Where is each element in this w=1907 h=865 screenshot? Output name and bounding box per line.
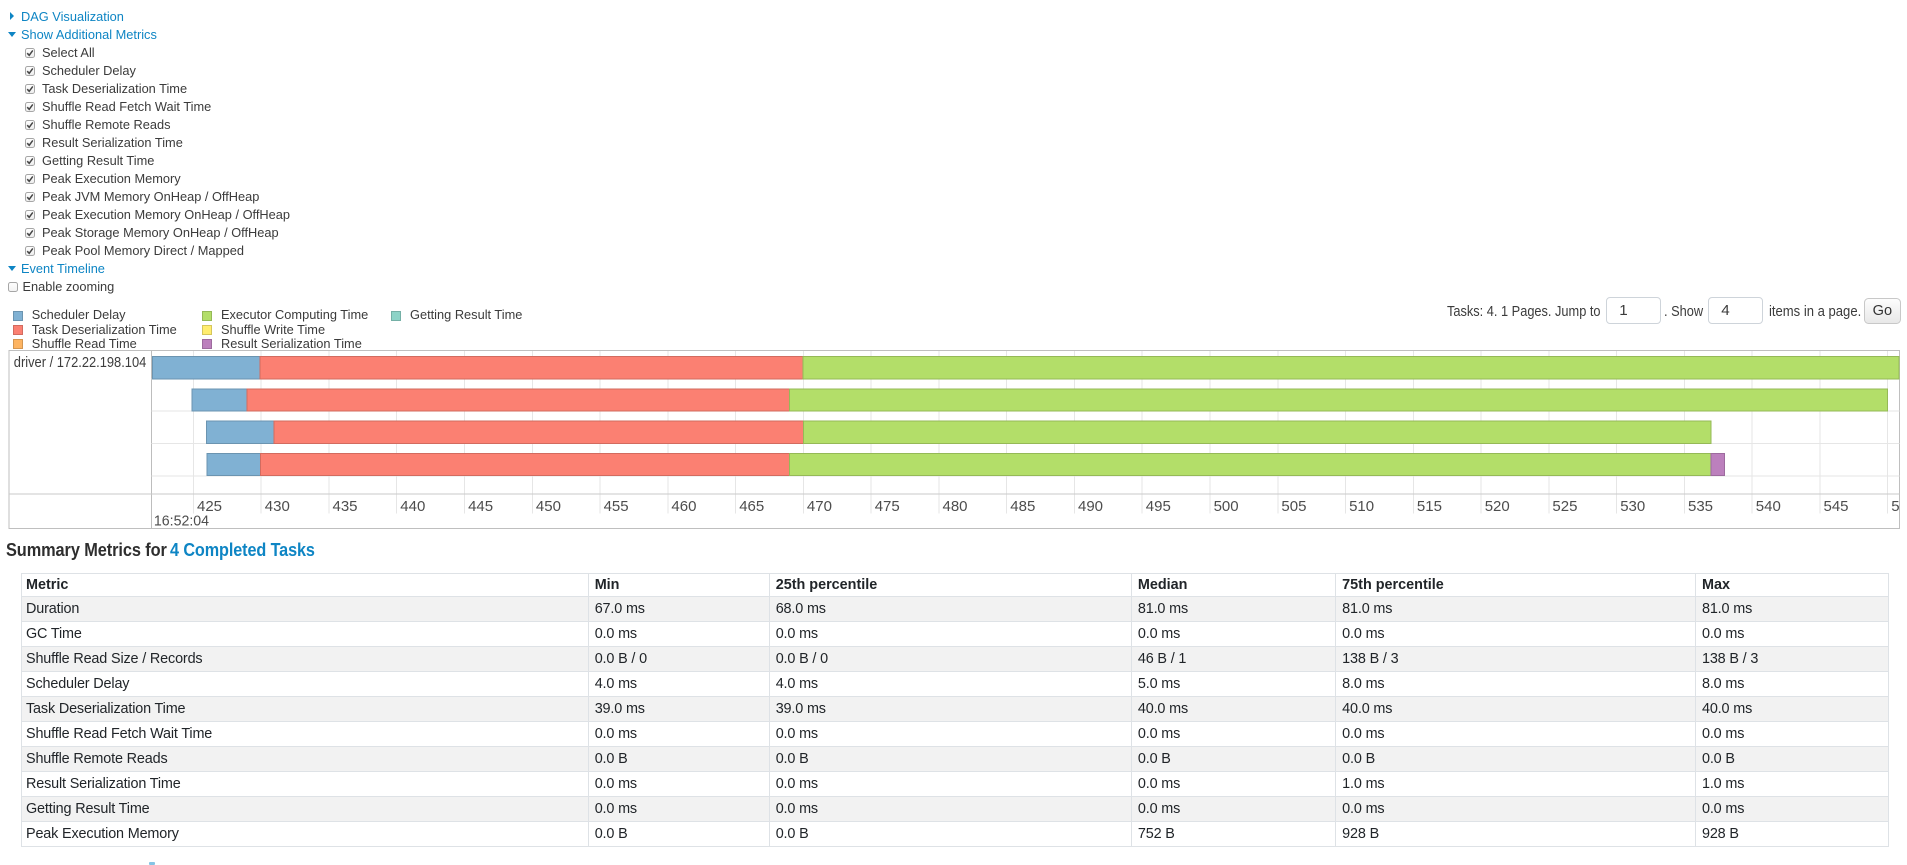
svg-text:435: 435 bbox=[333, 498, 358, 515]
svg-text:475: 475 bbox=[875, 498, 900, 515]
svg-text:520: 520 bbox=[1485, 498, 1510, 515]
svg-text:455: 455 bbox=[604, 498, 629, 515]
svg-text:545: 545 bbox=[1824, 498, 1849, 515]
svg-text:530: 530 bbox=[1620, 498, 1645, 515]
svg-text:430: 430 bbox=[265, 498, 290, 515]
svg-text:540: 540 bbox=[1756, 498, 1781, 515]
svg-text:480: 480 bbox=[943, 498, 968, 515]
svg-text:440: 440 bbox=[400, 498, 425, 515]
svg-text:515: 515 bbox=[1417, 498, 1442, 515]
svg-text:445: 445 bbox=[468, 498, 493, 515]
svg-text:485: 485 bbox=[1010, 498, 1035, 515]
svg-text:495: 495 bbox=[1146, 498, 1171, 515]
svg-text:450: 450 bbox=[536, 498, 561, 515]
svg-text:510: 510 bbox=[1349, 498, 1374, 515]
svg-text:490: 490 bbox=[1078, 498, 1103, 515]
svg-text:505: 505 bbox=[1281, 498, 1306, 515]
svg-text:500: 500 bbox=[1214, 498, 1239, 515]
svg-text:535: 535 bbox=[1688, 498, 1713, 515]
svg-text:465: 465 bbox=[739, 498, 764, 515]
svg-text:425: 425 bbox=[197, 498, 222, 515]
svg-text:460: 460 bbox=[671, 498, 696, 515]
svg-text:16:52:04: 16:52:04 bbox=[154, 513, 209, 529]
svg-text:550: 550 bbox=[1891, 498, 1907, 515]
svg-text:driver / 172.22.198.104: driver / 172.22.198.104 bbox=[14, 353, 147, 370]
svg-text:470: 470 bbox=[807, 498, 832, 515]
svg-text:525: 525 bbox=[1552, 498, 1577, 515]
